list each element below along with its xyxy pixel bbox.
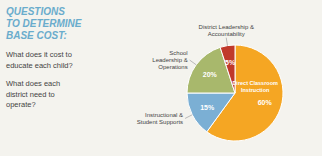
svg-text:Direct ClassroomInstruction: Direct ClassroomInstruction	[232, 80, 278, 93]
svg-text:20%: 20%	[203, 71, 218, 78]
svg-text:Instructional &Student Support: Instructional &Student Supports	[137, 112, 183, 125]
html-text:QUESTIONS: QUESTIONS	[6, 6, 65, 17]
svg-text:5%: 5%	[225, 59, 236, 66]
html-text:What does it cost to educate e: What does it cost to educate each child?	[6, 50, 73, 70]
html-text:BASE COST:: BASE COST:	[6, 30, 67, 41]
html-text:TO DETERMINE: TO DETERMINE	[6, 18, 82, 29]
svg-text:SchoolLeadership &Operations: SchoolLeadership &Operations	[152, 50, 187, 70]
svg-text:District Leadership &Accountab: District Leadership &Accountability	[199, 24, 254, 37]
svg-text:60%: 60%	[258, 99, 273, 106]
svg-text:15%: 15%	[200, 104, 215, 111]
html-text:What does each district need t: What does each district need to operate?	[6, 79, 61, 109]
